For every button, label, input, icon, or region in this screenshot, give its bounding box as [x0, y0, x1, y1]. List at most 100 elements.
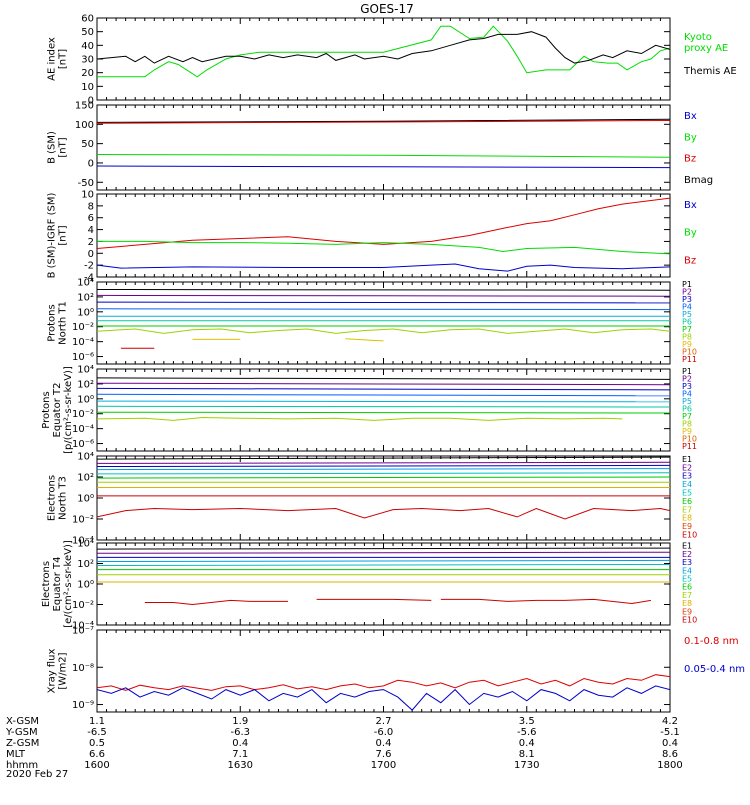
- legend-label: E2: [682, 550, 692, 559]
- y-axis-label: Equator T2: [52, 383, 63, 438]
- y-axis-label: [W/m2]: [58, 652, 69, 689]
- series-line-e6: [97, 476, 670, 479]
- series-line-e1: [97, 547, 670, 550]
- orbit-cell: 7.1: [232, 749, 248, 760]
- series-line-bx: [97, 263, 670, 272]
- legend-label: P7: [682, 325, 692, 334]
- series-line-p2: [97, 382, 670, 386]
- legend-label: Bx: [684, 200, 697, 211]
- y-tick-label: 10⁻⁹: [72, 700, 94, 711]
- date-label: 2020 Feb 27: [6, 769, 68, 780]
- y-tick-label: 8: [88, 201, 94, 212]
- y-tick-label: 10⁻⁴: [72, 337, 94, 348]
- y-tick-label: 10²: [77, 473, 94, 484]
- y-tick-label: 10²: [77, 559, 94, 570]
- series-group-bsm: [97, 118, 670, 169]
- y-tick-label: 10⁻⁴: [72, 621, 94, 632]
- y-tick-label: 10⁴: [77, 452, 94, 463]
- series-line-bmag: [97, 118, 670, 123]
- y-tick-label: 2: [88, 237, 94, 248]
- y-tick-label: 0: [88, 96, 94, 107]
- y-tick-label: 10⁻²: [72, 322, 94, 333]
- y-axis-label: Equator T4: [52, 557, 63, 612]
- legend-label: P10: [682, 434, 697, 443]
- legend-label: E1: [682, 455, 692, 464]
- legend-label: P8: [682, 332, 692, 341]
- legend-label: E3: [682, 472, 692, 481]
- series-line-by: [97, 240, 670, 255]
- series-group-en: [97, 456, 670, 520]
- series-group-xray: [97, 674, 670, 711]
- orbit-cell: -6.3: [230, 727, 250, 738]
- legend-label: E1: [682, 542, 692, 551]
- y-tick-label: 10⁻⁴: [72, 536, 94, 547]
- panel-pn: 10⁻⁶ 10⁻⁴ 10⁻² 10⁰ 10² 10⁴ Protons North T1 P1P2…: [47, 278, 697, 365]
- legend-label: E3: [682, 558, 692, 567]
- series-line-e4: [97, 559, 670, 562]
- legend-label: Bz: [684, 255, 696, 266]
- panel-frame-pe: [96, 368, 671, 452]
- legend-label: 0.05-0.4 nm: [684, 664, 745, 675]
- series-line-p9b: [345, 338, 384, 342]
- y-tick-label: -50: [78, 178, 94, 189]
- y-axis-label: [e/(cm²-s-sr-keV)]: [63, 540, 74, 628]
- series-group-pe: [97, 377, 670, 421]
- orbit-cell: 8.1: [519, 749, 535, 760]
- y-tick-label: 10⁻²: [72, 409, 94, 420]
- orbit-cell: 0.4: [232, 738, 248, 749]
- legend-label: proxy AE: [684, 43, 728, 54]
- y-tick-label: 10⁰: [77, 307, 94, 318]
- panel-ee: 10⁻⁴ 10⁻² 10⁰ 10² 10⁴ Electrons Equator T4 [e/(…: [41, 539, 697, 632]
- orbit-cell: 3.5: [519, 716, 535, 727]
- legend-label: P7: [682, 412, 692, 421]
- series-line-e5: [97, 472, 670, 475]
- series-line-p5: [97, 400, 670, 403]
- panel-frame-bsm: [96, 104, 671, 191]
- legend-label: By: [684, 132, 697, 143]
- series-line-bx: [97, 165, 670, 169]
- panel-frame-pn: [96, 281, 671, 365]
- legend-label: E8: [682, 514, 692, 523]
- legend-label: Bx: [684, 111, 697, 122]
- legend-label: P2: [682, 375, 692, 384]
- series-line-e2: [97, 461, 670, 464]
- orbit-cell: 1800: [657, 760, 682, 771]
- series-line-by: [97, 154, 670, 158]
- plot-title: GOES-17: [360, 2, 414, 16]
- orbit-cell: 1.1: [89, 716, 105, 727]
- series-line-kyoto-proxy-ae: [97, 25, 670, 78]
- panel-frame-ee: [96, 542, 671, 626]
- series-line-bz: [97, 120, 670, 124]
- series-line-p8: [97, 328, 670, 334]
- y-tick-label: 10⁴: [77, 539, 94, 550]
- y-tick-label: -2: [84, 261, 94, 272]
- y-tick-label: 10⁴: [77, 365, 94, 376]
- y-axis-label: North T3: [58, 476, 69, 520]
- orbit-row-label: Z-GSM: [6, 738, 39, 749]
- legend-label: P3: [682, 295, 692, 304]
- series-line-e1: [97, 456, 670, 460]
- legend-label: E7: [682, 505, 692, 514]
- legend-label: P6: [682, 404, 692, 413]
- panel-frame-bigrf: [96, 193, 671, 278]
- legend-label: E7: [682, 591, 692, 600]
- legend-label: E9: [682, 607, 692, 616]
- legend-label: P9: [682, 427, 692, 436]
- legend-label: P6: [682, 317, 692, 326]
- series-line-e10a: [144, 599, 288, 606]
- series-line-e10: [97, 507, 670, 520]
- orbit-cell: -5.1: [660, 727, 680, 738]
- y-tick-label: 20: [81, 68, 94, 79]
- series-line-p3: [97, 387, 670, 391]
- y-axis-label: Protons: [47, 304, 58, 341]
- orbit-cell: 0.4: [662, 738, 678, 749]
- legend-label: P11: [682, 442, 697, 451]
- series-line-e10c: [440, 598, 651, 605]
- orbit-cell: 2.7: [376, 716, 392, 727]
- legend-label: Themis AE: [683, 66, 737, 77]
- series-group-bigrf: [97, 197, 670, 272]
